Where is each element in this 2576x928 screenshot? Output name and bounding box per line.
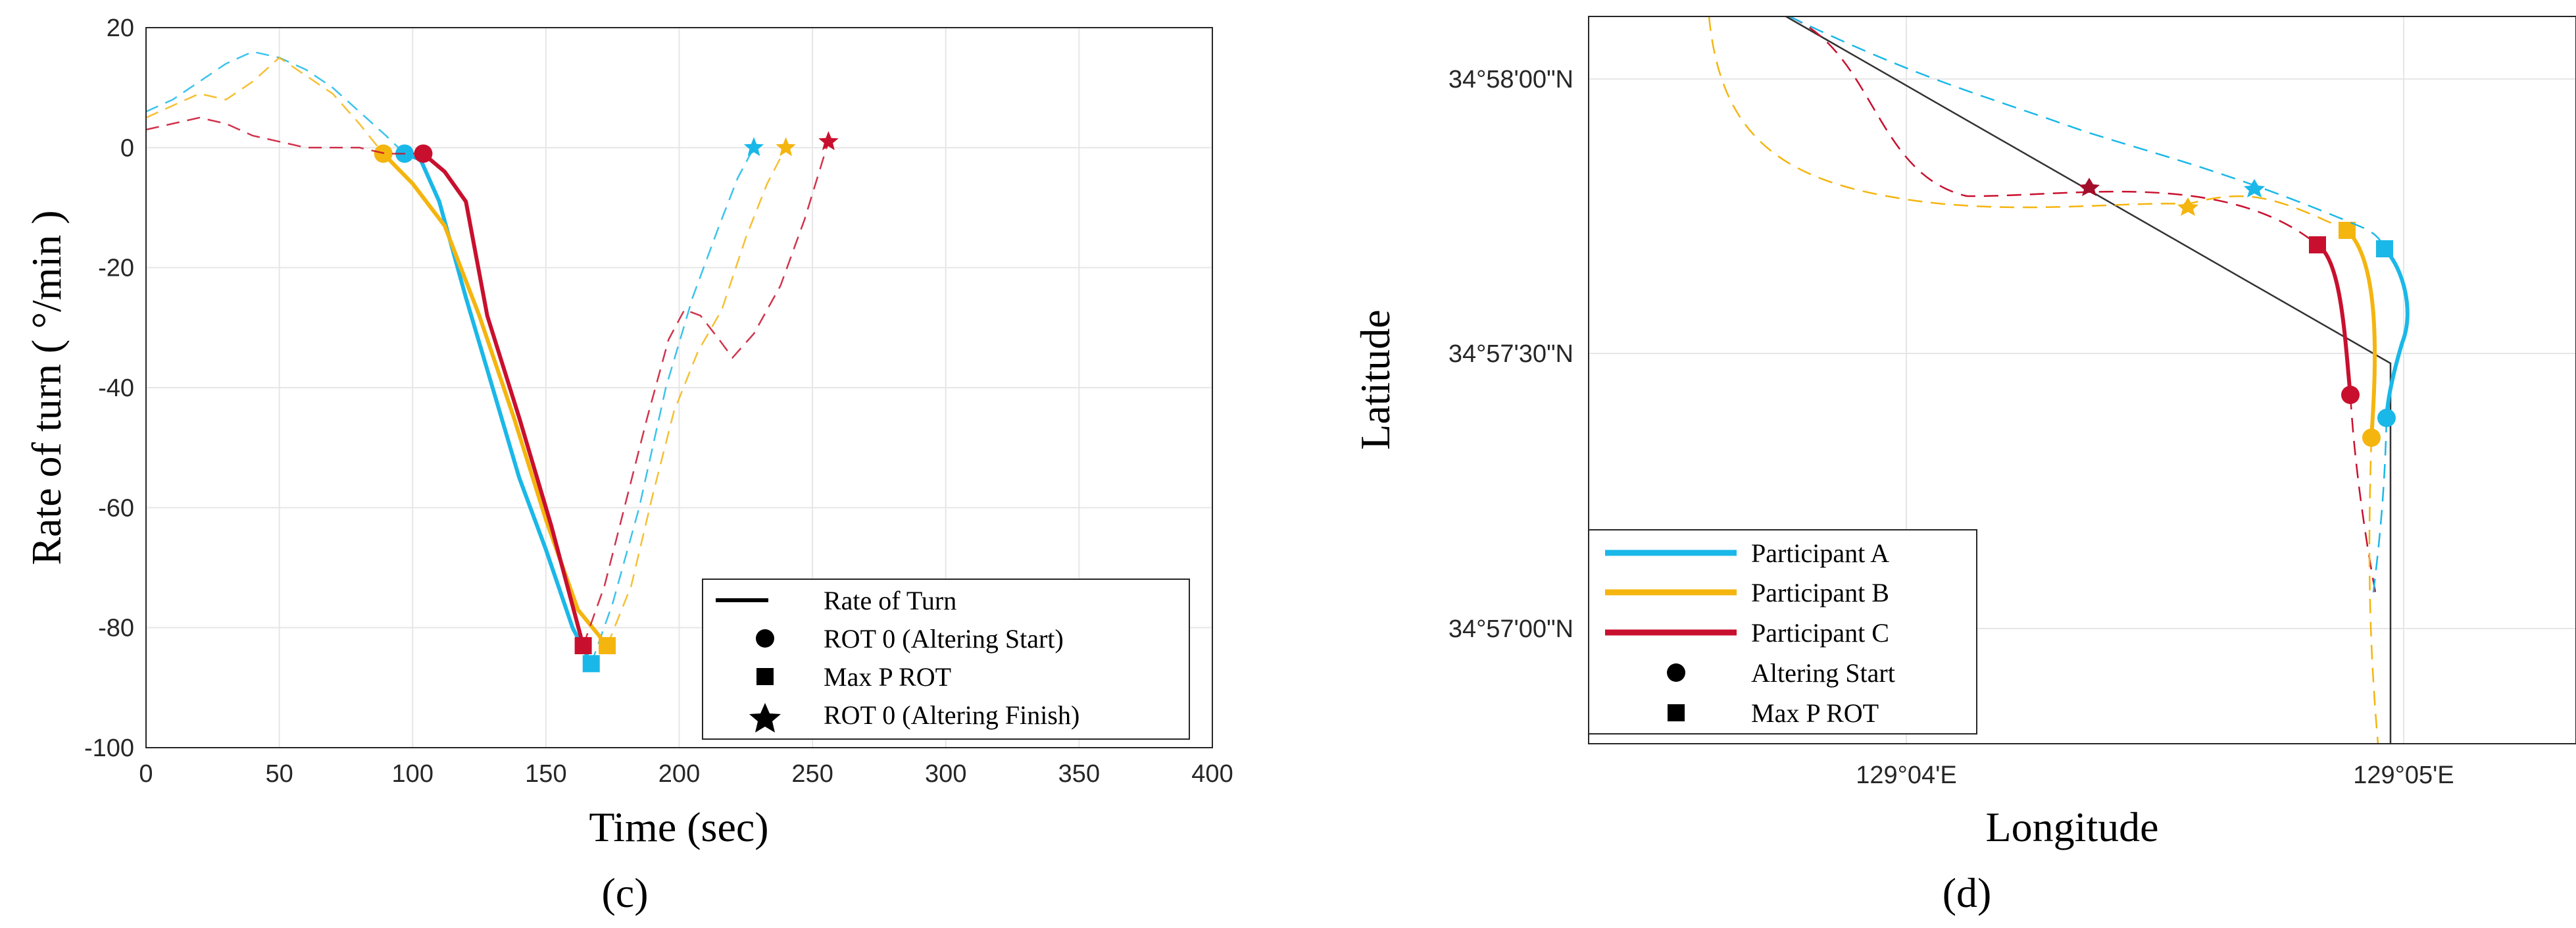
rot-series: [145, 51, 839, 673]
track-c-altering-start-marker: [2341, 386, 2360, 404]
track-ytick-label: 34°57'30"N: [1449, 340, 1573, 368]
track-legend: Participant A Participant B Participant …: [1588, 529, 1977, 735]
rot-series-a-altering-finish-marker: [743, 137, 764, 157]
rot-series-a-solid: [404, 151, 593, 665]
track-c-max-p-rot-marker: [2309, 236, 2326, 253]
legend-item-altering-start: ROT 0 (Altering Start): [824, 624, 1064, 654]
rot-ytick-label: 20: [107, 14, 134, 42]
legend-square-marker: [756, 668, 774, 685]
reference-route: [1785, 15, 2392, 744]
track-xtick-label: 129°05'E: [2353, 761, 2454, 789]
track-b-dashed-approach: [1708, 16, 2348, 232]
rot-series-c-dashed-before: [145, 116, 424, 155]
rot-legend: Rate of Turn ROT 0 (Altering Start) Max …: [702, 579, 1190, 740]
rot-tick-labels: 0 50 100 150 200 250 300 350 400200-20-40-60-80-…: [84, 14, 1233, 788]
legend-circle-marker: [756, 629, 774, 648]
legend-item-participant-a: Participant A: [1751, 538, 1889, 568]
track-b-altering-finish-marker: [2177, 197, 2198, 216]
rot-xtick-label: 400: [1191, 760, 1233, 788]
rot-xtick-label: 50: [265, 760, 293, 788]
legend-item-max-p-rot: Max P ROT: [1751, 698, 1879, 728]
rot-legend-box: [702, 579, 1190, 740]
track-xtick-label: 129°04'E: [1856, 761, 1956, 789]
legend-square-marker: [1668, 704, 1685, 721]
rot-series-b-altering-finish-marker: [776, 137, 796, 157]
track-plot-frame: [1588, 16, 2576, 744]
track-xlabel: Longitude: [1985, 804, 2158, 850]
rot-ytick-label: -60: [98, 494, 134, 522]
rot-series-c-max-p-rot-marker: [574, 637, 592, 655]
rot-ytick-label: -80: [98, 615, 134, 642]
rot-series-b-dashed-after: [606, 147, 787, 646]
panel-label-c: (c): [601, 869, 648, 916]
track-a-altering-finish-marker: [2244, 179, 2265, 197]
track-a-solid: [2383, 247, 2410, 419]
rot-series-b-max-p-rot-marker: [599, 637, 616, 655]
track-a-max-p-rot-marker: [2376, 240, 2393, 257]
track-ytick-label: 34°58'00"N: [1449, 66, 1573, 93]
track-b-max-p-rot-marker: [2339, 222, 2356, 239]
rot-series-b-dashed-before: [145, 57, 384, 155]
rot-xtick-label: 150: [525, 760, 566, 788]
rot-xtick-label: 100: [392, 760, 433, 788]
rot-xtick-label: 300: [925, 760, 966, 788]
rot-xtick-label: 350: [1058, 760, 1100, 788]
rot-xtick-label: 250: [791, 760, 833, 788]
rot-series-a-max-p-rot-marker: [582, 655, 600, 673]
track-a-dashed-approach: [1789, 15, 2386, 249]
track-b-altering-start-marker: [2362, 428, 2381, 447]
track-ytick-label: 34°57'00"N: [1449, 615, 1573, 643]
rot-xlabel: Time (sec): [589, 804, 768, 850]
rot-xtick-label: 0: [139, 760, 153, 788]
legend-item-rate-of-turn: Rate of Turn: [824, 586, 956, 615]
track-c-dashed-exit: [2349, 394, 2377, 593]
rot-series-c-altering-start-marker: [414, 144, 433, 163]
legend-item-altering-start: Altering Start: [1751, 658, 1895, 688]
rot-ytick-label: -20: [98, 255, 134, 282]
track-c-dashed-approach: [1789, 15, 2318, 245]
rot-ytick-label: -100: [84, 735, 134, 762]
rot-series-c-altering-finish-marker: [818, 131, 839, 151]
rot-chart: 0 50 100 150 200 250 300 350 400200-20-40-60-80-…: [23, 14, 1233, 916]
rot-series-b-solid: [382, 152, 609, 647]
track-a-altering-start-marker: [2377, 409, 2396, 427]
rot-series-c-solid: [422, 152, 585, 646]
track-c-solid: [2316, 243, 2352, 396]
legend-item-max-p-rot: Max P ROT: [824, 662, 951, 692]
track-chart: 34°58'00"N 34°57'30"N 34°57'00"N 129°04'…: [1352, 15, 2576, 916]
legend-item-participant-b: Participant B: [1751, 578, 1889, 607]
rot-xtick-label: 200: [658, 760, 700, 788]
legend-item-altering-finish: ROT 0 (Altering Finish): [824, 700, 1079, 730]
rot-series-c-dashed-after: [582, 141, 830, 646]
rot-plot-frame: [145, 27, 1213, 748]
track-b-solid: [2345, 228, 2377, 438]
rot-ytick-label: 0: [120, 134, 134, 162]
track-ylabel: Latitude: [1352, 309, 1399, 450]
track-c-altering-finish-marker: [2079, 178, 2100, 196]
track-a-dashed-exit: [2372, 417, 2388, 593]
legend-star-marker: [749, 703, 781, 733]
panel-label-d: (d): [1943, 869, 1992, 916]
rot-ytick-label: -40: [98, 374, 134, 402]
track-b-dashed-exit: [2368, 437, 2379, 744]
legend-item-participant-c: Participant C: [1751, 618, 1889, 648]
legend-circle-marker: [1667, 663, 1685, 682]
rot-ylabel: Rate of turn ( °/min ): [23, 210, 70, 565]
